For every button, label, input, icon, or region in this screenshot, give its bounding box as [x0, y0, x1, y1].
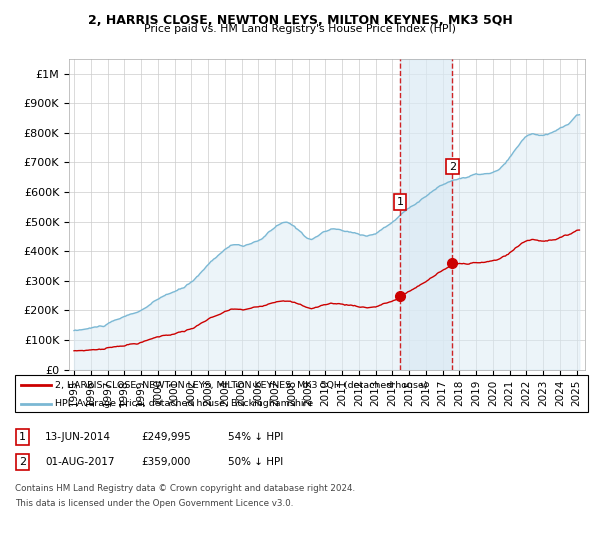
- Text: 2: 2: [19, 457, 26, 467]
- Text: 2, HARRIS CLOSE, NEWTON LEYS, MILTON KEYNES, MK3 5QH: 2, HARRIS CLOSE, NEWTON LEYS, MILTON KEY…: [88, 14, 512, 27]
- Text: 2, HARRIS CLOSE, NEWTON LEYS, MILTON KEYNES, MK3 5QH (detached house): 2, HARRIS CLOSE, NEWTON LEYS, MILTON KEY…: [55, 381, 428, 390]
- Text: 54% ↓ HPI: 54% ↓ HPI: [228, 432, 283, 442]
- Text: 1: 1: [19, 432, 26, 442]
- Bar: [400, 59, 452, 370]
- Text: 01-AUG-2017: 01-AUG-2017: [45, 457, 115, 467]
- Text: 13-JUN-2014: 13-JUN-2014: [45, 432, 111, 442]
- Text: £359,000: £359,000: [141, 457, 190, 467]
- Text: This data is licensed under the Open Government Licence v3.0.: This data is licensed under the Open Gov…: [15, 500, 293, 508]
- Text: £249,995: £249,995: [141, 432, 191, 442]
- Text: 1: 1: [397, 197, 403, 207]
- Text: Contains HM Land Registry data © Crown copyright and database right 2024.: Contains HM Land Registry data © Crown c…: [15, 484, 355, 493]
- Text: 2: 2: [449, 162, 456, 171]
- Text: Price paid vs. HM Land Registry's House Price Index (HPI): Price paid vs. HM Land Registry's House …: [144, 24, 456, 34]
- Text: 50% ↓ HPI: 50% ↓ HPI: [228, 457, 283, 467]
- Text: HPI: Average price, detached house, Buckinghamshire: HPI: Average price, detached house, Buck…: [55, 399, 313, 408]
